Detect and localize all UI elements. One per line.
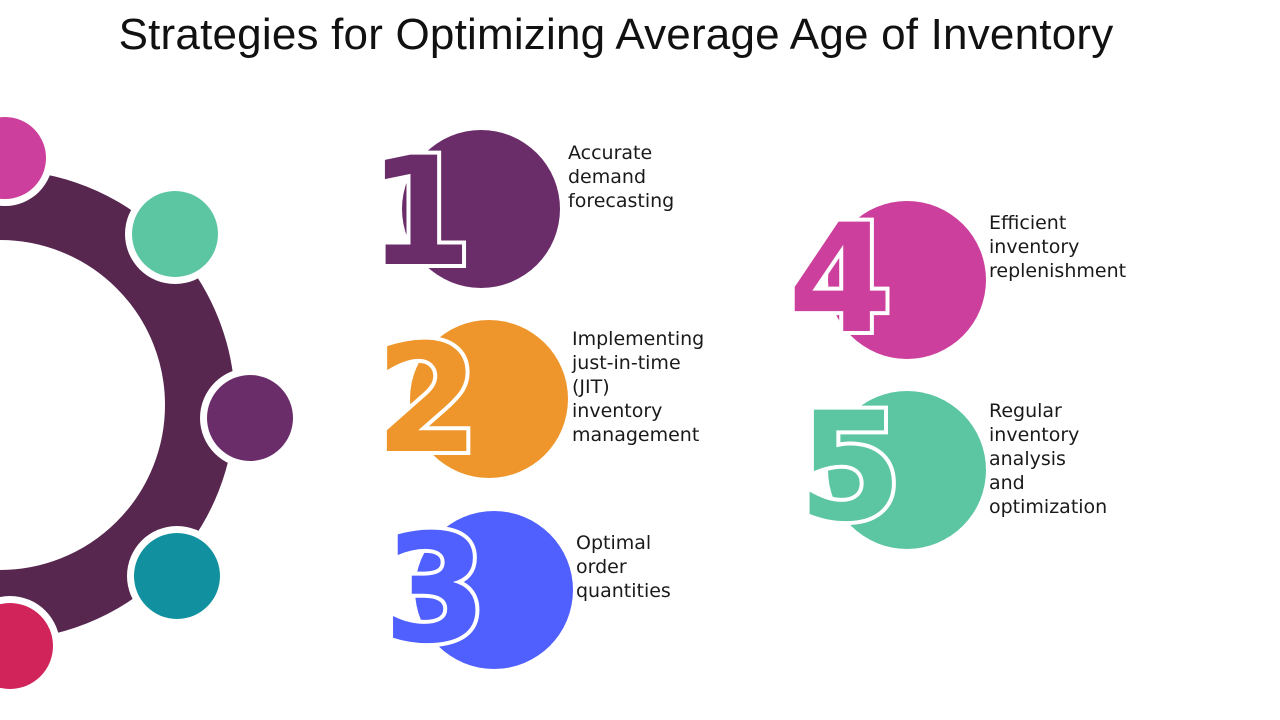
step-5-number: 5 [794, 381, 906, 555]
step-4-number: 4 [784, 193, 896, 367]
step-3-number: 3 [379, 503, 491, 677]
wheel-dot-pink [0, 110, 53, 206]
wheel-dot-red [0, 596, 60, 696]
step-1-circle [402, 130, 560, 288]
step-2-circle [410, 320, 568, 478]
wheel-dot-teal [127, 526, 227, 626]
step-4-label: Efficient inventory replenishment [989, 212, 1127, 282]
step-5-circle [828, 391, 986, 549]
wheel-dot-purple [200, 368, 300, 468]
step-1-number: 1 [364, 126, 476, 300]
step-3-label: Optimal order quantities [576, 532, 671, 602]
decorative-wheel [0, 110, 300, 696]
wheel-dot-green [125, 184, 225, 284]
step-5-label: Regular inventory analysis and optimizat… [989, 400, 1108, 518]
step-2-number: 2 [371, 313, 483, 487]
step-2-label: Implementing just-in-time (JIT) inventor… [572, 328, 705, 446]
step-3-circle [415, 511, 573, 669]
page-title: Strategies for Optimizing Average Age of… [118, 10, 1114, 59]
step-4-circle [828, 201, 986, 359]
wheel-ring [0, 170, 235, 640]
step-1-label: Accurate demand forecasting [568, 142, 675, 212]
